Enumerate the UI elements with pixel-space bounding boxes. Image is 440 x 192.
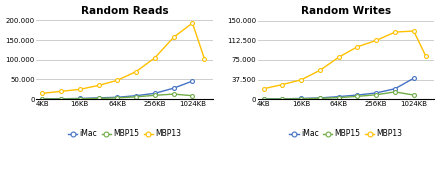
Title: Random Reads: Random Reads (81, 6, 169, 16)
Legend: iMac, MBP15, MBP13: iMac, MBP15, MBP13 (65, 126, 184, 141)
Legend: iMac, MBP15, MBP13: iMac, MBP15, MBP13 (286, 126, 406, 141)
Title: Random Writes: Random Writes (301, 6, 391, 16)
